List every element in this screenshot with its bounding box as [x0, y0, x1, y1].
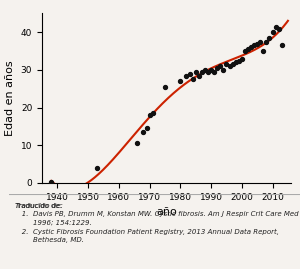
Point: [163, 85, 167, 89]
Point: [187, 72, 192, 76]
Point: [141, 130, 146, 134]
Point: [264, 40, 269, 44]
Point: [258, 40, 263, 44]
Text: Traducido de:: Traducido de:: [15, 203, 62, 209]
Point: [150, 111, 155, 115]
Point: [239, 56, 244, 61]
Point: [212, 70, 217, 74]
Point: [209, 68, 214, 72]
Point: [202, 68, 207, 72]
Point: [224, 62, 229, 66]
Point: [147, 113, 152, 117]
Point: [135, 141, 140, 145]
Point: [200, 70, 204, 74]
Point: [218, 64, 223, 68]
Point: [261, 49, 266, 53]
Point: [184, 73, 189, 78]
Text: Traducido de:
   1.  Davis PB, Drumm M, Konstan MW. Cystic fibrosis. Am J Respir: Traducido de: 1. Davis PB, Drumm M, Kons…: [15, 203, 298, 243]
Point: [267, 36, 272, 40]
Point: [230, 62, 235, 66]
Point: [193, 70, 198, 74]
X-axis label: año: año: [156, 207, 177, 217]
Point: [276, 26, 281, 31]
Point: [196, 73, 201, 78]
Point: [206, 70, 210, 74]
Point: [242, 49, 247, 53]
Point: [255, 41, 260, 46]
Point: [270, 30, 275, 34]
Point: [215, 66, 220, 70]
Point: [190, 77, 195, 82]
Point: [178, 79, 183, 83]
Point: [227, 64, 232, 68]
Point: [144, 126, 149, 130]
Point: [236, 58, 241, 63]
Point: [252, 43, 256, 48]
Point: [279, 43, 284, 48]
Point: [246, 47, 250, 51]
Point: [95, 166, 100, 170]
Point: [233, 60, 238, 65]
Y-axis label: Edad en años: Edad en años: [5, 60, 15, 136]
Point: [49, 180, 54, 184]
Point: [249, 45, 254, 49]
Point: [221, 68, 226, 72]
Point: [273, 24, 278, 29]
